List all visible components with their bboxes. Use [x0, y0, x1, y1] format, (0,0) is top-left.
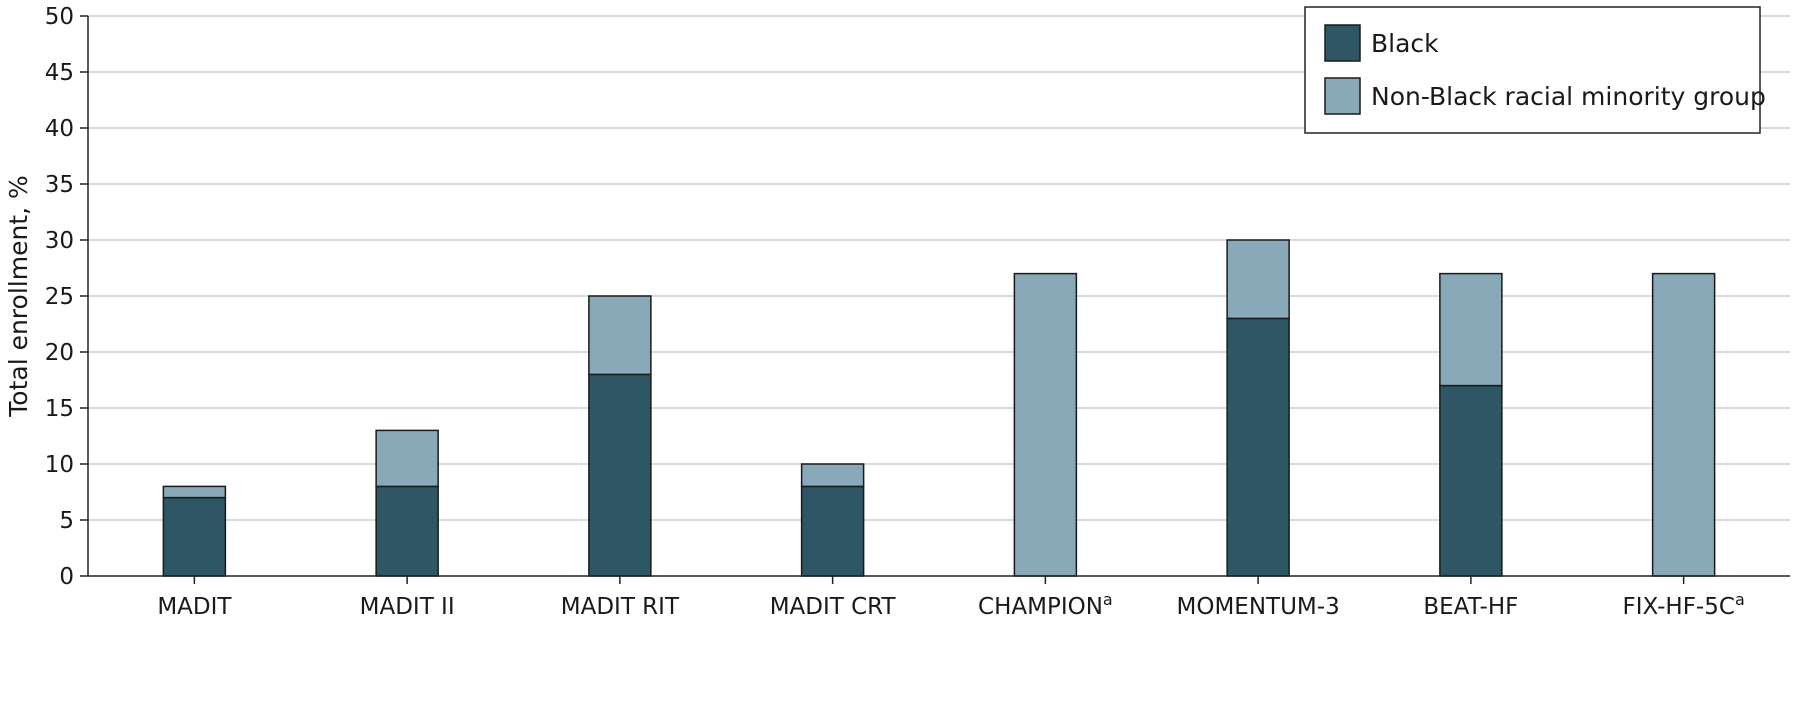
- x-tick-label: MADIT RIT: [561, 594, 680, 620]
- bar-segment-non-black: [588, 295, 652, 376]
- y-tick-label: 30: [45, 228, 74, 254]
- bar-segment-black: [1226, 317, 1290, 577]
- y-tick-label: 35: [45, 172, 74, 198]
- x-tick-label: MADIT CRT: [770, 594, 897, 620]
- y-tick-label: 25: [45, 284, 74, 310]
- legend-label: Non-Black racial minority group: [1371, 82, 1766, 111]
- legend: Black Non-Black racial minority group: [1304, 6, 1766, 134]
- y-axis-title: Total enrollment, %: [4, 175, 33, 418]
- bar-segment-black: [375, 485, 439, 577]
- y-tick-label: 50: [45, 4, 74, 30]
- y-tick-label: 40: [45, 116, 74, 142]
- bar-segment-non-black: [162, 485, 227, 499]
- bar-segment-non-black: [800, 463, 865, 488]
- legend-swatch: [1324, 24, 1361, 62]
- bar-segment-non-black: [375, 429, 439, 488]
- bar-segment-non-black: [1013, 272, 1078, 577]
- y-tick-label: 20: [45, 340, 74, 366]
- legend-swatch: [1324, 77, 1361, 115]
- y-tick-label: 15: [45, 396, 74, 422]
- legend-items: Black Non-Black racial minority group: [1324, 24, 1766, 115]
- legend-label: Black: [1371, 29, 1439, 58]
- bars: [162, 239, 1716, 577]
- x-tick-label: MOMENTUM-3: [1177, 594, 1340, 620]
- bar-segment-non-black: [1439, 272, 1503, 387]
- x-tick-labels: MADIT MADIT II MADIT RIT MADIT CRT CHAMPIONa…: [157, 576, 1745, 620]
- bar-segment-black: [800, 485, 865, 577]
- legend-box: [1304, 6, 1761, 134]
- bar-segment-black: [1439, 384, 1503, 577]
- y-tick-label: 10: [45, 452, 74, 478]
- x-tick-label: CHAMPIONa: [978, 590, 1113, 620]
- x-tick-label: MADIT II: [360, 594, 455, 620]
- bar-segment-black: [162, 496, 227, 577]
- y-tick-label: 5: [59, 508, 74, 534]
- x-tick-label: MADIT: [157, 594, 232, 620]
- bar-segment-black: [588, 373, 652, 577]
- bar-segment-non-black: [1226, 239, 1290, 320]
- bar-segment-non-black: [1651, 272, 1716, 577]
- x-tick-label: BEAT-HF: [1423, 594, 1518, 620]
- y-tick-label: 45: [45, 60, 74, 86]
- y-tick-labels: 0 5 10 15 20 25 30 35 40 45 50: [45, 4, 88, 590]
- y-tick-label: 0: [59, 564, 74, 590]
- x-tick-label: FIX-HF-5Ca: [1622, 590, 1744, 620]
